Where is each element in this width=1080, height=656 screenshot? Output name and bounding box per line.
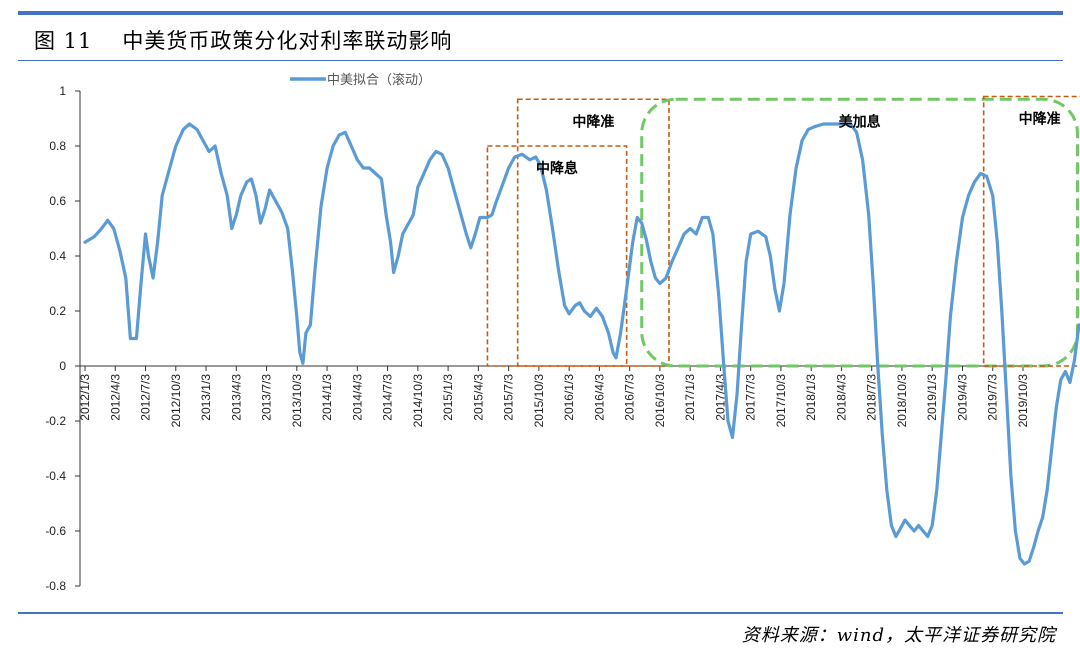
y-tick-label: 0.4 (49, 249, 66, 263)
x-tick-label: 2015/7/3 (502, 374, 516, 421)
x-tick-label: 2013/1/3 (199, 374, 213, 421)
x-tick-label: 2019/10/3 (1016, 374, 1030, 428)
figure-number: 图 11 (34, 29, 93, 53)
annotation-box (640, 97, 1079, 368)
source-note: 资料来源：wind，太平洋证券研究院 (741, 625, 1056, 646)
x-tick-label: 2017/1/3 (683, 374, 697, 421)
x-tick-label: 2014/4/3 (350, 374, 364, 421)
top-rule (18, 11, 1063, 15)
annotation-label: 美加息 (839, 113, 881, 130)
x-tick-label: 2014/1/3 (320, 374, 334, 421)
line-chart: 1 0.8 0.6 0.4 0.2 0 -0.2 -0.4 -0.6 -0.8 2012/1/3 20… (45, 72, 1080, 593)
figure-title: 图 11 中美货币政策分化对利率联动影响 (34, 25, 452, 55)
x-tick-label: 2018/1/3 (804, 374, 818, 421)
x-tick-label: 2015/10/3 (532, 374, 546, 428)
title-rule (18, 60, 1063, 61)
x-tick-label: 2016/1/3 (562, 374, 576, 421)
x-tick-label: 2017/7/3 (744, 374, 758, 421)
x-tick-label: 2016/10/3 (653, 374, 667, 428)
y-tick-label: -0.2 (45, 414, 66, 428)
annotation-box (486, 145, 628, 367)
annotation-box (982, 95, 1080, 367)
x-tick-label: 2013/7/3 (260, 374, 274, 421)
y-tick-label: 0.6 (49, 194, 66, 208)
x-tick-label: 2013/4/3 (229, 374, 243, 421)
x-tick-label: 2012/10/3 (169, 374, 183, 428)
y-tick-label: -0.4 (45, 469, 66, 483)
x-tick-label: 2014/10/3 (411, 374, 425, 428)
y-tick-label: 0 (59, 359, 66, 373)
annotation-label: 中降准 (1019, 111, 1061, 128)
x-tick-label: 2012/1/3 (78, 374, 92, 421)
x-tick-label: 2016/4/3 (592, 374, 606, 421)
series-line (83, 122, 1080, 566)
annotation-label: 中降息 (536, 160, 578, 177)
figure-title-text: 中美货币政策分化对利率联动影响 (122, 29, 453, 53)
bottom-rule (18, 612, 1063, 614)
x-tick-label: 2014/7/3 (381, 374, 395, 421)
x-tick-label: 2013/10/3 (290, 374, 304, 428)
legend-label: 中美拟合（滚动） (327, 72, 431, 87)
y-tick-label: 0.8 (49, 139, 66, 153)
y-tick-label: 0.2 (49, 304, 66, 318)
y-tick-label: -0.6 (45, 524, 66, 538)
x-tick-label: 2017/10/3 (774, 374, 788, 428)
x-tick-label: 2015/4/3 (471, 374, 485, 421)
y-tick-label: 1 (59, 84, 66, 98)
x-tick-label: 2019/1/3 (925, 374, 939, 421)
x-tick-label: 2012/4/3 (108, 374, 122, 421)
x-tick-label: 2019/7/3 (986, 374, 1000, 421)
y-tick-label: -0.8 (45, 579, 66, 593)
x-tick-label: 2019/4/3 (955, 374, 969, 421)
x-tick-label: 2018/10/3 (895, 374, 909, 428)
x-tick-label: 2016/7/3 (623, 374, 637, 421)
annotation-box (516, 98, 670, 367)
x-tick-label: 2015/1/3 (441, 374, 455, 421)
annotation-label: 中降准 (572, 113, 614, 130)
x-tick-label: 2012/7/3 (139, 374, 153, 421)
x-tick-label: 2018/4/3 (834, 374, 848, 421)
x-tick-label: 2018/7/3 (865, 374, 879, 421)
